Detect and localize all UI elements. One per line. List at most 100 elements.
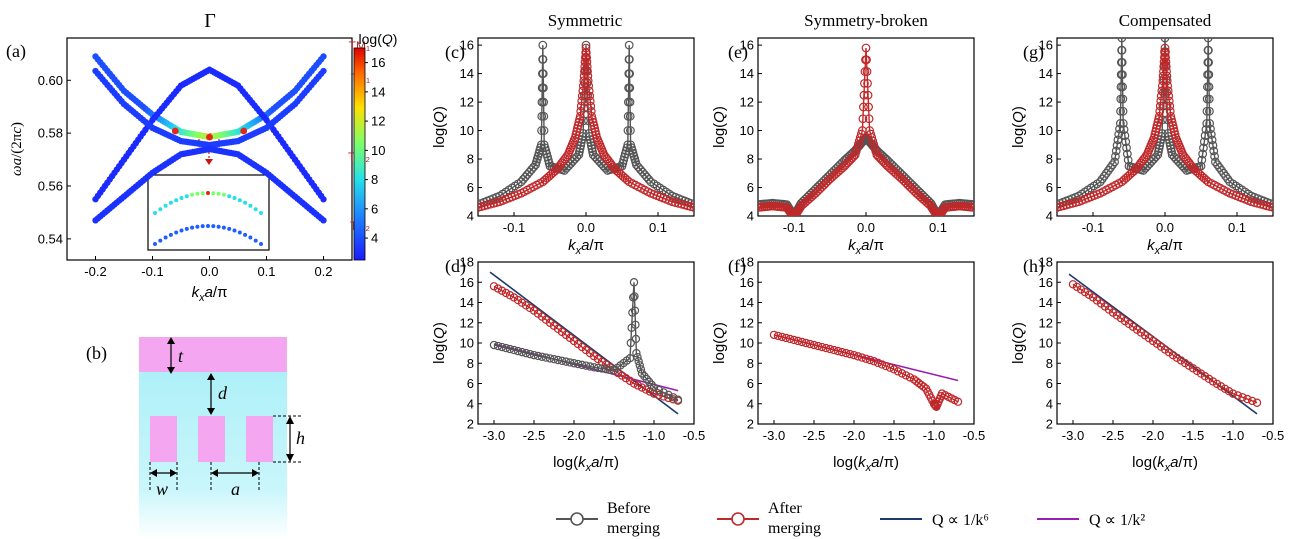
series-marker [576,101,586,111]
y-tick-label: 14 [1039,295,1053,310]
colorbar-tick-label: 12 [371,114,385,129]
series-marker [869,357,879,366]
series-marker [1117,45,1127,55]
chart-h: -3.0 -2.5 -2.0 -1.5 -1.0 -0.5 2 4 6 8 10 12 14 16 18 lo… [1010,255,1284,475]
series-marker [626,126,635,135]
series-marker [861,354,871,363]
y-tick-label: 0.56 [38,179,63,194]
x-axis-label: log(kxa/π) [833,454,899,474]
y-tick-label: 6 [1046,180,1053,195]
series-marker [497,286,507,295]
y-tick-label: 12 [1039,315,1053,330]
series-marker [1210,157,1220,167]
series-marker [537,126,546,135]
y-tick-label: 16 [460,38,474,53]
schematic-b: t d h w a [139,337,305,539]
series-marker [1113,135,1123,145]
series-line-After-merging [478,47,694,209]
inset-dot-upper [179,196,184,200]
series-marker [509,345,519,355]
series-marker [1162,71,1172,81]
panel-letter-c: (c) [445,42,465,63]
series-marker [1163,81,1173,91]
series-marker [636,365,646,374]
x-axis-label: kxa/π [848,237,884,257]
series-marker [773,331,783,341]
y-tick-label: 14 [460,66,474,81]
series-marker [575,144,585,154]
series-marker [583,66,592,76]
top-slab [139,337,287,372]
series-marker [539,126,549,135]
series-marker [853,352,863,361]
y-tick-label: 12 [460,315,474,330]
series-marker [845,349,855,359]
series-marker [877,360,887,369]
y-tick-label: 8 [747,356,754,371]
inset-dot-upper [221,192,226,197]
compensated-title: Compensated [1119,11,1212,30]
y-tick-label: 4 [1046,396,1053,411]
inset-dot-lower [184,226,189,231]
series-marker [865,355,875,365]
inset-dot-lower [174,230,179,235]
x-tick-label: -0.1 [783,220,805,235]
series-marker [575,147,584,157]
series-marker [933,213,943,216]
series-marker [1243,394,1252,404]
series-marker [841,348,851,358]
series-marker [586,106,596,116]
x-tick-label: -1.0 [923,428,945,443]
x-tick-label: -2.0 [843,428,865,443]
series-marker [689,203,694,212]
series-marker [489,340,499,350]
label-a: a [231,479,240,499]
x-tick-label: -3.0 [763,428,785,443]
y-tick-label: 18 [740,255,754,270]
series-group-c [478,40,694,212]
y-axis-label: ωa/(2πc) [9,122,25,176]
x-tick-label: 0.1 [929,220,947,235]
series-marker [626,338,636,348]
y-tick-label: 8 [467,152,474,167]
chart-d: -3.0 -2.5 -2.0 -1.5 -1.0 -0.5 2 4 6 8 10 12 14 16 18 lo… [431,255,705,475]
series-marker [862,67,872,76]
series-marker [1204,45,1213,55]
y-tick-label: 0.60 [38,73,63,88]
series-marker [789,213,799,216]
series-marker [1210,151,1219,161]
series-marker [1122,149,1132,159]
series-marker [861,43,871,53]
series-marker [581,361,591,370]
legend-after-line1: After [768,500,802,517]
series-marker [625,83,635,93]
inset-dot-upper [232,196,237,200]
x-tick-label: -0.5 [963,428,985,443]
series-marker [629,278,639,287]
series-marker [578,86,588,96]
series-marker [539,111,549,121]
inset-dot-upper [168,200,173,205]
series-marker [1095,177,1105,187]
inset-dot-lower [253,238,258,243]
x-tick-label: 0.0 [1156,220,1174,235]
series-marker [521,348,531,358]
series-marker [863,78,872,88]
y-tick-label: 6 [747,180,754,195]
series-marker [893,367,903,376]
x-axis-label: kxa/π [192,284,228,304]
bic-point [240,127,248,135]
y-tick-label: 10 [740,123,754,138]
inset-dots [153,191,263,246]
series-marker [586,141,596,151]
series-marker [789,335,799,345]
series-marker [585,91,595,101]
series-marker [864,114,874,124]
series-marker [631,320,640,329]
y-tick-label: 6 [747,376,754,391]
series-marker [1197,155,1207,165]
series-marker [813,341,823,351]
series-marker [1202,106,1212,116]
series-marker [633,381,643,390]
